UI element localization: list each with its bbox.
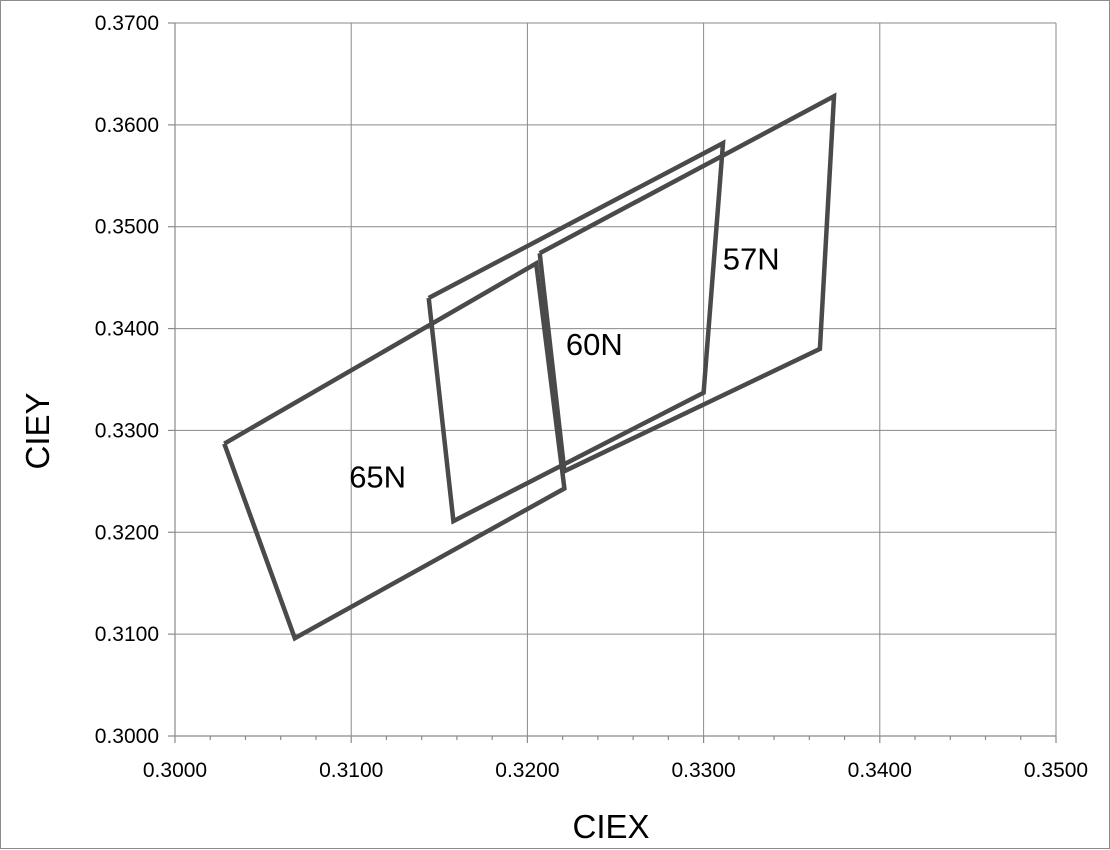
x-tick-label: 0.3400	[848, 759, 912, 782]
y-tick-label: 0.3400	[95, 318, 159, 341]
x-tick-label: 0.3000	[143, 759, 207, 782]
x-tick-labels: 0.3000 0.3100 0.3200 0.3300 0.3400 0.3500	[143, 759, 1088, 782]
x-tick-label: 0.3500	[1024, 759, 1088, 782]
x-axis-title: CIEX	[572, 808, 649, 845]
y-tick-label: 0.3000	[95, 725, 159, 748]
y-tick-label: 0.3100	[95, 623, 159, 646]
region-label-57n: 57N	[723, 241, 780, 276]
x-tick-label: 0.3300	[671, 759, 735, 782]
region-label-60n: 60N	[566, 327, 623, 362]
y-tick-label: 0.3300	[95, 419, 159, 442]
region-labels: 65N 60N 57N	[349, 241, 779, 494]
y-tick-label: 0.3500	[95, 216, 159, 239]
series-outline-65n	[222, 259, 567, 642]
series	[222, 92, 837, 642]
region-label-65n: 65N	[349, 459, 406, 494]
x-tick-label: 0.3200	[495, 759, 559, 782]
y-tick-labels: 0.3000 0.3100 0.3200 0.3300 0.3400 0.3500 0.36…	[95, 12, 159, 748]
y-tick-label: 0.3700	[95, 12, 159, 35]
grid	[175, 22, 1057, 736]
y-axis-title: CIEY	[19, 392, 56, 469]
y-tick-label: 0.3600	[95, 114, 159, 137]
axes	[168, 22, 1057, 743]
series-outline-60n	[426, 139, 726, 525]
x-tick-label: 0.3100	[319, 759, 383, 782]
series-outline-57n	[537, 92, 837, 475]
y-tick-label: 0.3200	[95, 521, 159, 544]
